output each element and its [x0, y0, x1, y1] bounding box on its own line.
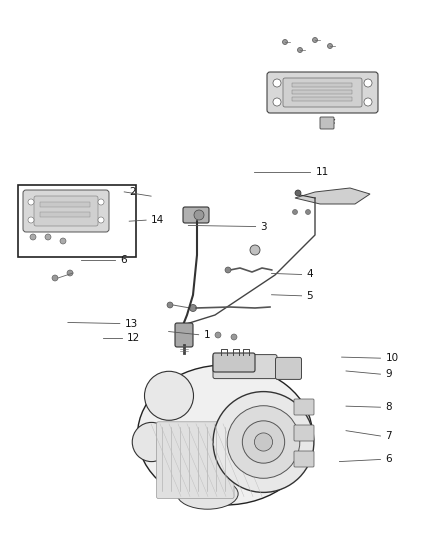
- Circle shape: [190, 304, 197, 311]
- FancyBboxPatch shape: [23, 190, 109, 232]
- Circle shape: [30, 234, 36, 240]
- Circle shape: [273, 79, 281, 87]
- Text: 8: 8: [385, 402, 392, 412]
- FancyBboxPatch shape: [294, 425, 314, 441]
- Text: 7: 7: [385, 431, 392, 441]
- Circle shape: [364, 98, 372, 106]
- Bar: [40, 212, 90, 217]
- FancyBboxPatch shape: [294, 451, 314, 467]
- Ellipse shape: [132, 422, 171, 462]
- Text: 11: 11: [315, 167, 328, 176]
- Text: 5: 5: [307, 291, 313, 301]
- Circle shape: [364, 79, 372, 87]
- Circle shape: [295, 190, 301, 196]
- FancyBboxPatch shape: [34, 196, 98, 226]
- FancyBboxPatch shape: [276, 358, 301, 379]
- Text: 12: 12: [127, 333, 140, 343]
- Circle shape: [28, 199, 34, 205]
- Text: 6: 6: [385, 455, 392, 464]
- Circle shape: [297, 47, 303, 52]
- FancyBboxPatch shape: [320, 117, 334, 129]
- FancyBboxPatch shape: [294, 399, 314, 415]
- FancyBboxPatch shape: [183, 207, 209, 223]
- Circle shape: [305, 209, 311, 214]
- Text: 3: 3: [261, 222, 267, 231]
- Circle shape: [328, 44, 332, 49]
- FancyBboxPatch shape: [213, 353, 255, 372]
- Ellipse shape: [145, 372, 194, 421]
- Circle shape: [283, 39, 287, 44]
- Circle shape: [242, 421, 285, 463]
- Text: 6: 6: [120, 255, 127, 265]
- FancyBboxPatch shape: [283, 78, 362, 107]
- FancyBboxPatch shape: [213, 354, 277, 378]
- Text: 1: 1: [204, 330, 210, 340]
- Circle shape: [28, 217, 34, 223]
- FancyBboxPatch shape: [267, 72, 378, 113]
- Text: 13: 13: [125, 319, 138, 328]
- Circle shape: [213, 392, 314, 492]
- Circle shape: [225, 267, 231, 273]
- Circle shape: [98, 217, 104, 223]
- Bar: [292, 90, 352, 94]
- Text: 2: 2: [129, 187, 136, 197]
- Circle shape: [194, 210, 204, 220]
- Circle shape: [98, 199, 104, 205]
- Text: 4: 4: [307, 270, 313, 279]
- Polygon shape: [295, 188, 370, 204]
- Circle shape: [67, 270, 73, 276]
- Bar: [292, 83, 352, 87]
- Circle shape: [167, 302, 173, 308]
- Text: 9: 9: [385, 369, 392, 379]
- Circle shape: [273, 98, 281, 106]
- FancyBboxPatch shape: [156, 422, 234, 498]
- Text: 10: 10: [385, 353, 399, 363]
- Text: 14: 14: [151, 215, 164, 225]
- Circle shape: [45, 234, 51, 240]
- Circle shape: [215, 332, 221, 338]
- Bar: [292, 97, 352, 101]
- Bar: [40, 202, 90, 207]
- Circle shape: [254, 433, 272, 451]
- Circle shape: [52, 275, 58, 281]
- Bar: [18, 185, 136, 257]
- FancyBboxPatch shape: [175, 323, 193, 347]
- Ellipse shape: [177, 479, 238, 509]
- Circle shape: [293, 209, 297, 214]
- Circle shape: [231, 334, 237, 340]
- Circle shape: [250, 245, 260, 255]
- Ellipse shape: [138, 365, 312, 505]
- Circle shape: [60, 238, 66, 244]
- Circle shape: [312, 37, 318, 43]
- Circle shape: [227, 406, 300, 478]
